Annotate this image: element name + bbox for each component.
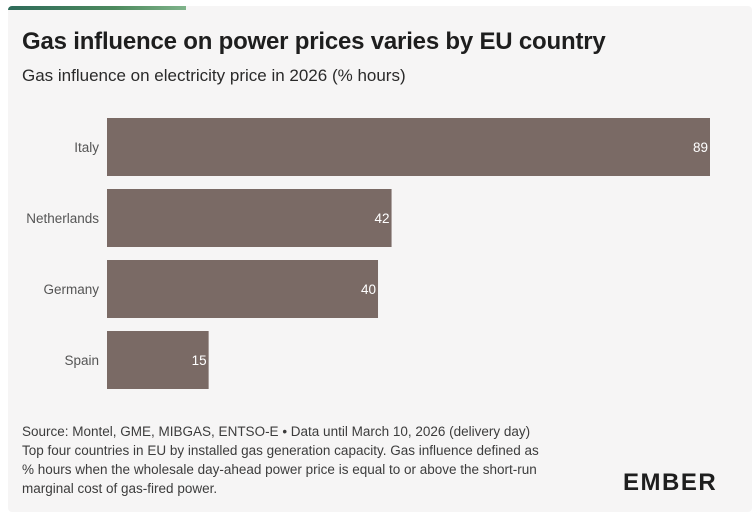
data-label: 89 [693,140,708,155]
bar-spain [107,331,209,389]
category-label: Germany [43,282,99,297]
note-line: % hours when the wholesale day-ahead pow… [22,462,537,477]
chart-title: Gas influence on power prices varies by … [22,28,606,55]
data-label: 40 [361,282,376,297]
bar-italy [107,118,710,176]
chart-subtitle: Gas influence on electricity price in 20… [22,66,406,85]
category-label: Netherlands [26,211,99,226]
note-line: marginal cost of gas-fired power. [22,481,218,496]
category-label: Spain [64,353,99,368]
ember-logo: EMBER [623,469,718,496]
chart-footer: Source: Montel, GME, MIBGAS, ENTSO-E • D… [22,422,612,498]
bar-chart: Italy 89 Netherlands 42 Germany 40 Spain 15 [26,118,710,389]
source-text: Source: Montel, GME, MIBGAS, ENTSO-E • D… [22,424,531,439]
bar-netherlands [107,189,392,247]
note-line: Top four countries in EU by installed ga… [22,443,539,458]
category-label: Italy [74,140,99,155]
bar-germany [107,260,379,318]
accent-bar [8,6,186,10]
data-label: 15 [192,353,207,368]
data-label: 42 [375,211,390,226]
chart-card: Gas influence on power prices varies by … [8,6,752,512]
